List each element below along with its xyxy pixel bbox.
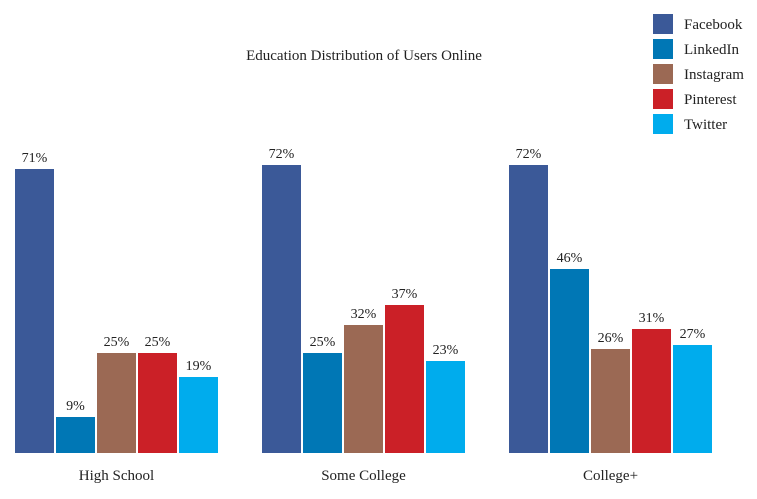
- data-label-some-college-instagram: 32%: [351, 307, 377, 322]
- data-label-college-pinterest: 31%: [639, 311, 665, 326]
- bar-high-school-facebook: [15, 169, 54, 453]
- bars-group: [15, 165, 712, 453]
- bar-some-college-instagram: [344, 325, 383, 453]
- bar-some-college-twitter: [426, 361, 465, 453]
- legend-swatch-pinterest: [653, 89, 673, 109]
- data-label-college-linkedin: 46%: [557, 251, 583, 266]
- bar-high-school-instagram: [97, 353, 136, 453]
- bar-college-facebook: [509, 165, 548, 453]
- legend-swatch-twitter: [653, 114, 673, 134]
- data-label-some-college-twitter: 23%: [433, 343, 459, 358]
- legend-label-facebook: Facebook: [684, 17, 743, 33]
- bar-some-college-pinterest: [385, 305, 424, 453]
- bar-high-school-linkedin: [56, 417, 95, 453]
- data-label-high-school-linkedin: 9%: [66, 399, 85, 414]
- data-label-high-school-facebook: 71%: [22, 151, 48, 166]
- legend-swatch-instagram: [653, 64, 673, 84]
- category-label-some-college: Some College: [321, 468, 406, 484]
- data-label-college-instagram: 26%: [598, 331, 624, 346]
- chart-title: Education Distribution of Users Online: [246, 48, 482, 64]
- legend-label-linkedin: LinkedIn: [684, 42, 739, 58]
- category-label-college: College+: [583, 468, 638, 484]
- data-label-some-college-facebook: 72%: [269, 147, 295, 162]
- legend-swatch-linkedin: [653, 39, 673, 59]
- legend: Facebook LinkedIn Instagram Pinterest Twitte…: [653, 14, 744, 134]
- legend-label-twitter: Twitter: [684, 117, 727, 133]
- data-labels-group: 71% 9% 25% 25% 19% 72% 25% 32% 37% 23% 72% 46% 26% 31…: [22, 147, 706, 414]
- data-label-college-facebook: 72%: [516, 147, 542, 162]
- bar-high-school-twitter: [179, 377, 218, 453]
- category-label-high-school: High School: [79, 468, 154, 484]
- data-label-high-school-instagram: 25%: [104, 335, 130, 350]
- legend-label-pinterest: Pinterest: [684, 92, 737, 108]
- bar-high-school-pinterest: [138, 353, 177, 453]
- data-label-some-college-pinterest: 37%: [392, 287, 418, 302]
- legend-swatch-facebook: [653, 14, 673, 34]
- legend-label-instagram: Instagram: [684, 67, 744, 83]
- bar-some-college-linkedin: [303, 353, 342, 453]
- bar-college-linkedin: [550, 269, 589, 453]
- bar-college-twitter: [673, 345, 712, 453]
- bar-college-instagram: [591, 349, 630, 453]
- category-labels-group: High School Some College College+: [79, 468, 638, 484]
- data-label-some-college-linkedin: 25%: [310, 335, 336, 350]
- data-label-high-school-twitter: 19%: [186, 359, 212, 374]
- data-label-high-school-pinterest: 25%: [145, 335, 171, 350]
- bar-some-college-facebook: [262, 165, 301, 453]
- data-label-college-twitter: 27%: [680, 327, 706, 342]
- bar-college-pinterest: [632, 329, 671, 453]
